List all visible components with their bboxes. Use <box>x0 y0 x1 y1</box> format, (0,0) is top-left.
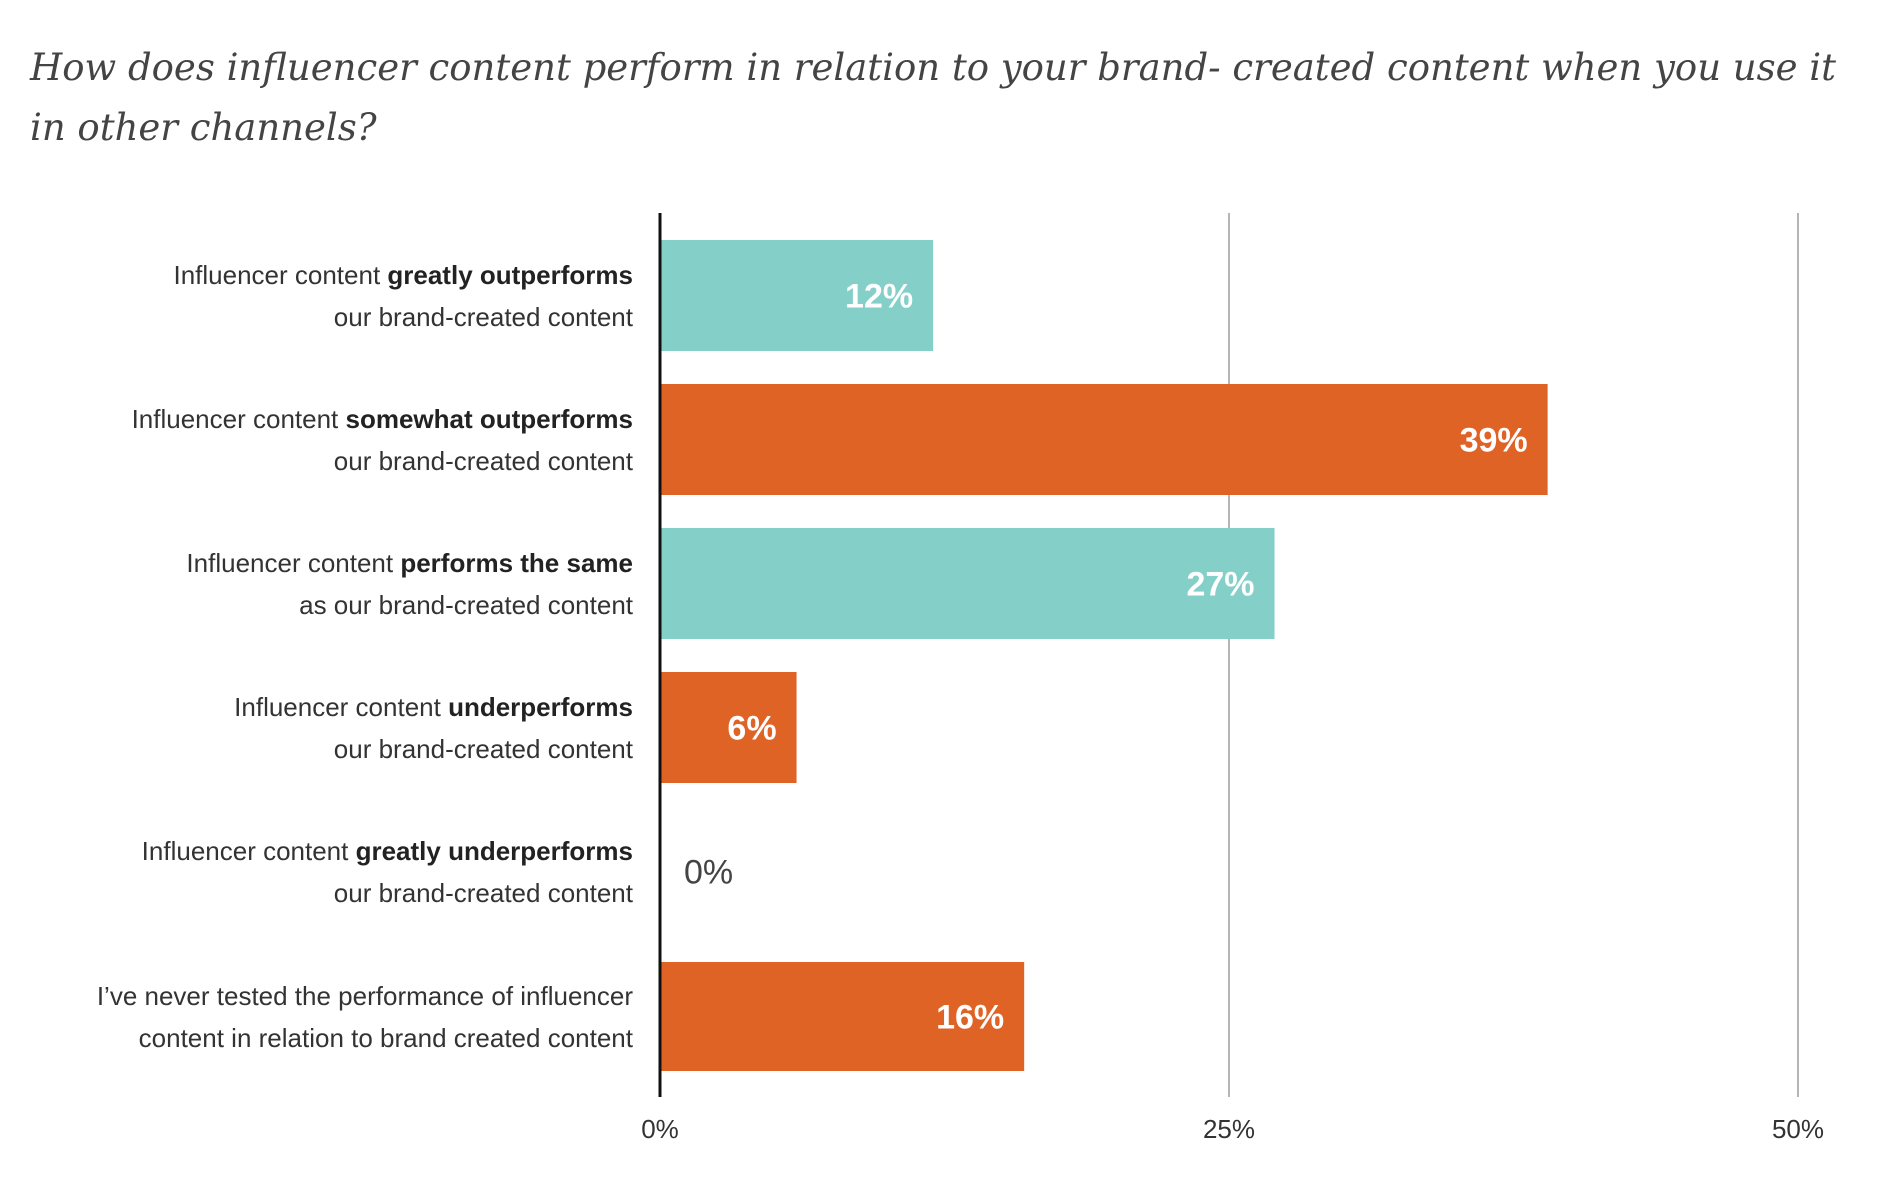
category-label: Influencer content greatly underperforms… <box>0 830 633 914</box>
data-label: 12% <box>845 278 913 316</box>
category-emphasis: performs the same <box>400 547 633 578</box>
x-tick-label: 0% <box>641 1114 679 1144</box>
bar <box>660 672 797 783</box>
category-emphasis: greatly outperforms <box>387 259 633 290</box>
bar <box>660 962 1025 1071</box>
category-emphasis: somewhat outperforms <box>345 403 634 434</box>
category-text-line2: our brand-created content <box>333 877 633 908</box>
x-tick-label: 25% <box>1203 1114 1255 1144</box>
category-text: Influencer content <box>173 259 388 290</box>
category-label: Influencer content underperforms our bran… <box>0 686 633 770</box>
data-label: 6% <box>727 710 776 748</box>
category-emphasis: underperforms <box>448 691 633 722</box>
category-text: Influencer content <box>186 547 401 578</box>
category-text-line2: our brand-created content <box>333 301 633 332</box>
bar <box>660 240 934 351</box>
data-label: 16% <box>936 999 1004 1037</box>
bar <box>660 528 1275 639</box>
category-text: Influencer content <box>234 691 449 722</box>
category-text: Influencer content <box>141 835 356 866</box>
category-label: Influencer content greatly outperforms ou… <box>0 254 633 338</box>
x-tick-label: 50% <box>1772 1114 1824 1144</box>
bar <box>660 384 1548 495</box>
category-text-line2: content in relation to brand created con… <box>138 1022 633 1053</box>
category-text-line2: our brand-created content <box>333 733 633 764</box>
category-label: Influencer content somewhat outperforms o… <box>0 398 633 482</box>
category-label: I’ve never tested the performance of inf… <box>0 975 633 1059</box>
category-text-line2: our brand-created content <box>333 445 633 476</box>
chart-title: How does influencer content perform in r… <box>30 46 1836 149</box>
category-emphasis: greatly underperforms <box>355 835 633 866</box>
data-label: 0% <box>684 854 733 892</box>
category-text-line2: as our brand-created content <box>299 589 633 620</box>
category-label: Influencer content performs the same as o… <box>0 542 633 626</box>
data-label: 27% <box>1186 566 1254 604</box>
category-text: Influencer content <box>131 403 346 434</box>
category-text: I’ve never tested the performance of inf… <box>96 980 633 1011</box>
data-label: 39% <box>1460 422 1528 460</box>
